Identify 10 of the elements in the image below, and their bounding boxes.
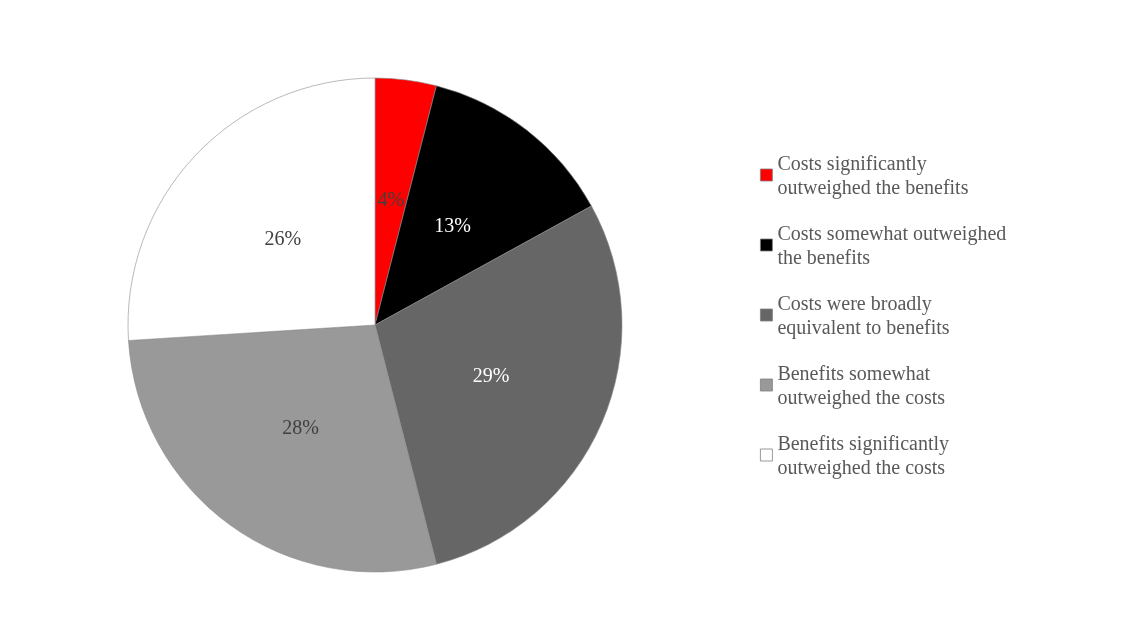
legend-label: Benefits significantly outweighed the costs bbox=[777, 432, 955, 479]
data-label: 4% bbox=[377, 188, 405, 211]
data-label: 13% bbox=[434, 214, 471, 237]
legend-label: Costs somewhat outweighed the benefits bbox=[777, 222, 1012, 268]
legend-label: Costs significantly outweighed the benefits bbox=[777, 152, 969, 199]
data-label: 26% bbox=[264, 227, 302, 250]
data-label: 28% bbox=[282, 416, 319, 439]
data-label: 29% bbox=[472, 364, 510, 387]
legend-label: Costs were broadly equivalent to benefits bbox=[777, 292, 950, 339]
legend-label: Benefits somewhat outweighed the costs bbox=[777, 362, 946, 409]
